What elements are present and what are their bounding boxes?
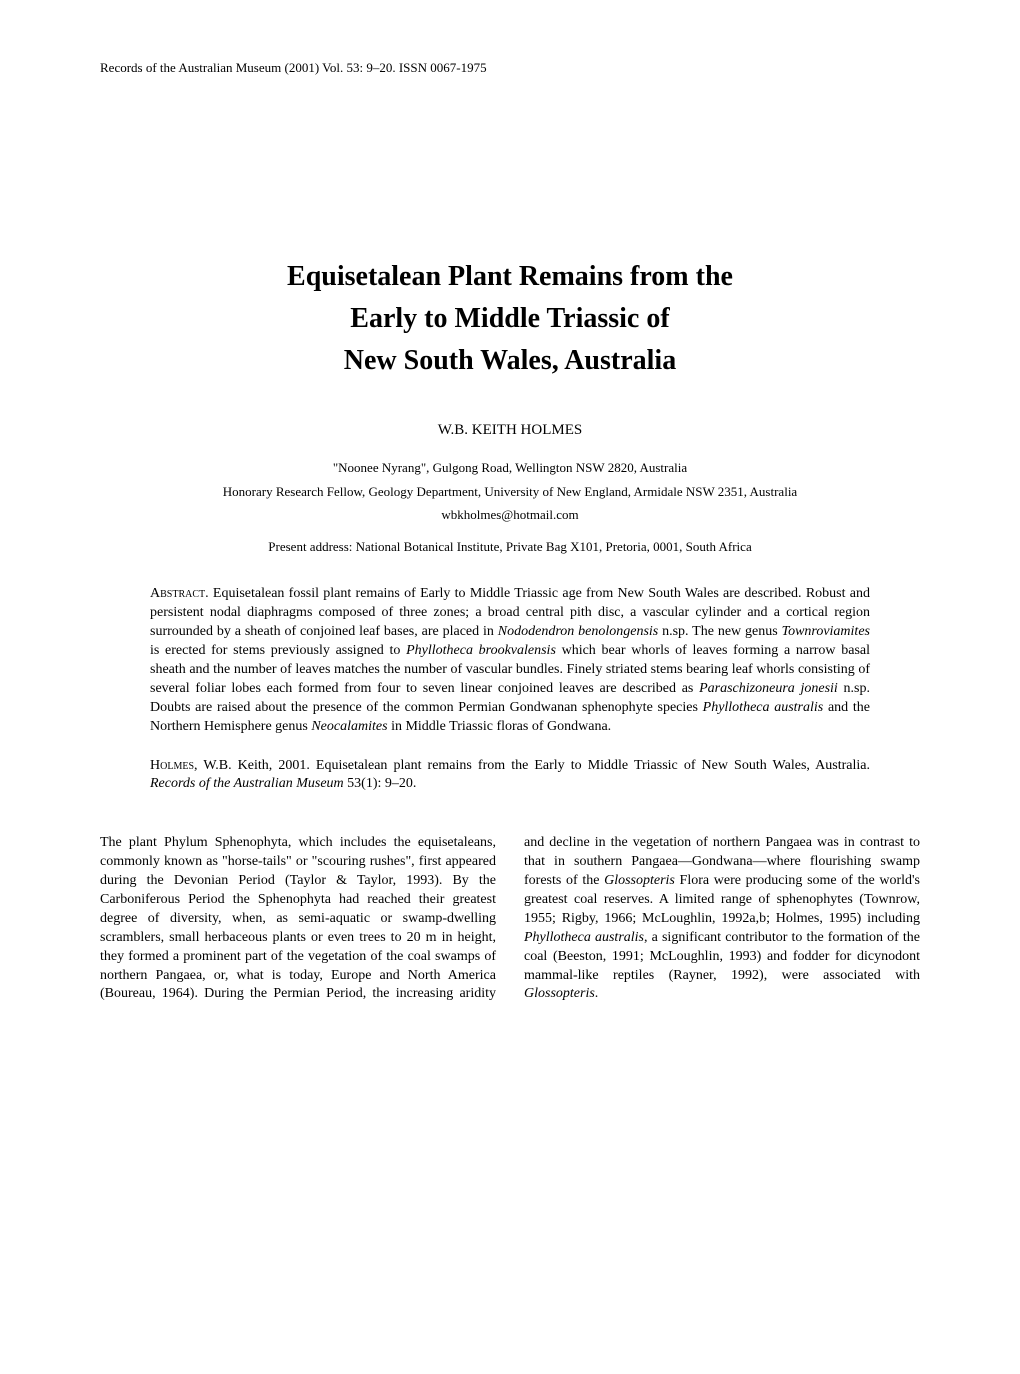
affiliation-line-2: Honorary Research Fellow, Geology Depart… (100, 483, 920, 501)
present-address: Present address: National Botanical Inst… (100, 539, 920, 555)
citation-volume: 53(1): 9–20. (344, 776, 417, 791)
species-phyllotheca-australis-body: Phyllotheca australis (524, 930, 644, 945)
citation-author-rest: , W.B. Keith (194, 758, 269, 773)
body-text: The plant Phylum Sphenophyta, which incl… (100, 834, 920, 1004)
author-email: wbkholmes@hotmail.com (100, 507, 920, 523)
citation: Holmes, W.B. Keith, 2001. Equisetalean p… (150, 757, 870, 795)
body-text-4: . (595, 986, 599, 1001)
author-surname-1: EITH (483, 422, 517, 438)
abstract-text-2: n.sp. The new genus (658, 624, 781, 639)
species-phyllotheca-brookvalensis: Phyllotheca brookvalensis (406, 643, 556, 658)
title-line-3: New South Wales, Australia (344, 345, 676, 376)
title-line-1: Equisetalean Plant Remains from the (287, 261, 733, 292)
author-surname-3: OLMES (531, 422, 582, 438)
abstract: Abstract. Equisetalean fossil plant rema… (150, 585, 870, 736)
species-neocalamites: Neocalamites (311, 719, 387, 734)
species-phyllotheca-australis: Phyllotheca australis (703, 700, 824, 715)
abstract-text-7: in Middle Triassic floras of Gondwana. (388, 719, 612, 734)
title-line-2: Early to Middle Triassic of (350, 303, 669, 334)
species-nododendron: Nododendron benolongensis (498, 624, 658, 639)
species-glossopteris-1: Glossopteris (604, 873, 675, 888)
citation-journal: Records of the Australian Museum (150, 776, 344, 791)
author-initials: W.B. K (438, 422, 483, 438)
species-townroviamites: Townroviamites (782, 624, 870, 639)
abstract-label: Abstract (150, 586, 205, 601)
affiliation-line-1: "Noonee Nyrang", Gulgong Road, Wellingto… (100, 459, 920, 477)
citation-author-caps: Holmes (150, 758, 194, 773)
page-container: Records of the Australian Museum (2001) … (0, 0, 1020, 1064)
species-paraschizoneura: Paraschizoneura jonesii (699, 681, 838, 696)
species-glossopteris-2: Glossopteris (524, 986, 595, 1001)
article-title: Equisetalean Plant Remains from the Earl… (100, 256, 920, 382)
citation-text: , 2001. Equisetalean plant remains from … (269, 758, 870, 773)
abstract-text-3: is erected for stems previously assigned… (150, 643, 406, 658)
journal-header: Records of the Australian Museum (2001) … (100, 60, 920, 76)
author-name: W.B. KEITH HOLMES (100, 422, 920, 439)
author-surname-2: H (517, 422, 532, 438)
